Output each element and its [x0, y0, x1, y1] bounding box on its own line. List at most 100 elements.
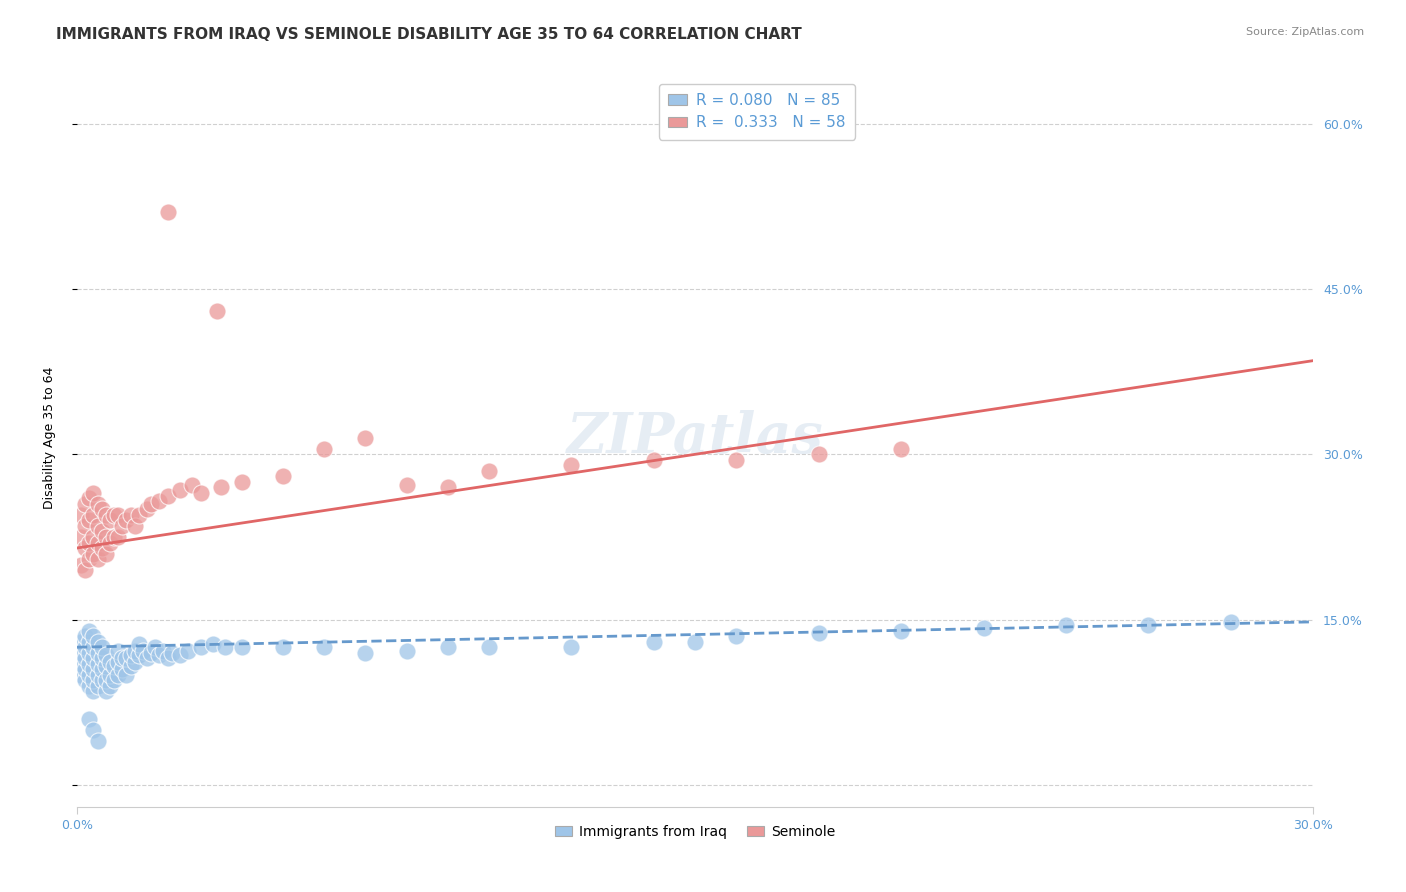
Point: [725, 453, 748, 467]
Point: [94, 530, 117, 544]
Point: [94, 659, 117, 673]
Point: [79, 679, 101, 693]
Point: [107, 667, 129, 681]
Point: [395, 643, 418, 657]
Point: [82, 629, 104, 643]
Point: [148, 493, 170, 508]
Point: [271, 640, 294, 655]
Point: [156, 204, 179, 219]
Point: [177, 643, 200, 657]
Point: [82, 486, 104, 500]
Point: [70, 508, 93, 522]
Point: [807, 626, 830, 640]
Point: [86, 552, 108, 566]
Point: [90, 662, 112, 676]
Point: [437, 640, 460, 655]
Point: [725, 629, 748, 643]
Point: [115, 651, 138, 665]
Point: [169, 483, 191, 497]
Point: [205, 304, 228, 318]
Point: [94, 508, 117, 522]
Point: [354, 431, 377, 445]
Point: [70, 646, 93, 660]
Point: [156, 651, 179, 665]
Point: [103, 530, 125, 544]
Point: [120, 508, 142, 522]
Point: [560, 640, 582, 655]
Point: [103, 673, 125, 688]
Point: [75, 629, 97, 643]
Point: [79, 646, 101, 660]
Point: [807, 447, 830, 461]
Point: [124, 655, 146, 669]
Point: [128, 508, 150, 522]
Point: [271, 469, 294, 483]
Point: [86, 634, 108, 648]
Point: [75, 541, 97, 555]
Point: [128, 648, 150, 662]
Point: [98, 667, 121, 681]
Point: [103, 659, 125, 673]
Point: [169, 648, 191, 662]
Point: [890, 624, 912, 638]
Point: [139, 646, 162, 660]
Point: [82, 530, 104, 544]
Point: [120, 659, 142, 673]
Point: [354, 646, 377, 660]
Point: [1219, 615, 1241, 629]
Point: [231, 475, 253, 489]
Point: [86, 657, 108, 671]
Point: [1137, 618, 1160, 632]
Point: [98, 513, 121, 527]
Point: [209, 480, 232, 494]
Legend: Immigrants from Iraq, Seminole: Immigrants from Iraq, Seminole: [550, 820, 841, 845]
Point: [107, 530, 129, 544]
Point: [86, 734, 108, 748]
Point: [314, 442, 336, 456]
Text: Source: ZipAtlas.com: Source: ZipAtlas.com: [1246, 27, 1364, 37]
Point: [124, 519, 146, 533]
Point: [90, 524, 112, 539]
Point: [75, 662, 97, 676]
Point: [90, 502, 112, 516]
Point: [181, 478, 204, 492]
Point: [79, 712, 101, 726]
Point: [111, 519, 134, 533]
Point: [437, 480, 460, 494]
Point: [86, 679, 108, 693]
Point: [82, 723, 104, 737]
Point: [128, 637, 150, 651]
Point: [79, 552, 101, 566]
Point: [79, 624, 101, 638]
Point: [86, 519, 108, 533]
Point: [560, 458, 582, 473]
Point: [136, 651, 159, 665]
Point: [111, 662, 134, 676]
Point: [70, 558, 93, 572]
Point: [314, 640, 336, 655]
Point: [94, 684, 117, 698]
Point: [94, 648, 117, 662]
Point: [190, 640, 212, 655]
Point: [79, 535, 101, 549]
Point: [201, 637, 224, 651]
Point: [152, 643, 174, 657]
Point: [98, 679, 121, 693]
Point: [90, 640, 112, 655]
Point: [82, 508, 104, 522]
Point: [70, 634, 93, 648]
Point: [139, 497, 162, 511]
Point: [136, 502, 159, 516]
Point: [94, 547, 117, 561]
Point: [115, 667, 138, 681]
Point: [79, 657, 101, 671]
Point: [75, 673, 97, 688]
Point: [79, 513, 101, 527]
Point: [973, 622, 995, 636]
Point: [79, 667, 101, 681]
Point: [94, 673, 117, 688]
Point: [98, 655, 121, 669]
Point: [231, 640, 253, 655]
Point: [90, 541, 112, 555]
Point: [86, 497, 108, 511]
